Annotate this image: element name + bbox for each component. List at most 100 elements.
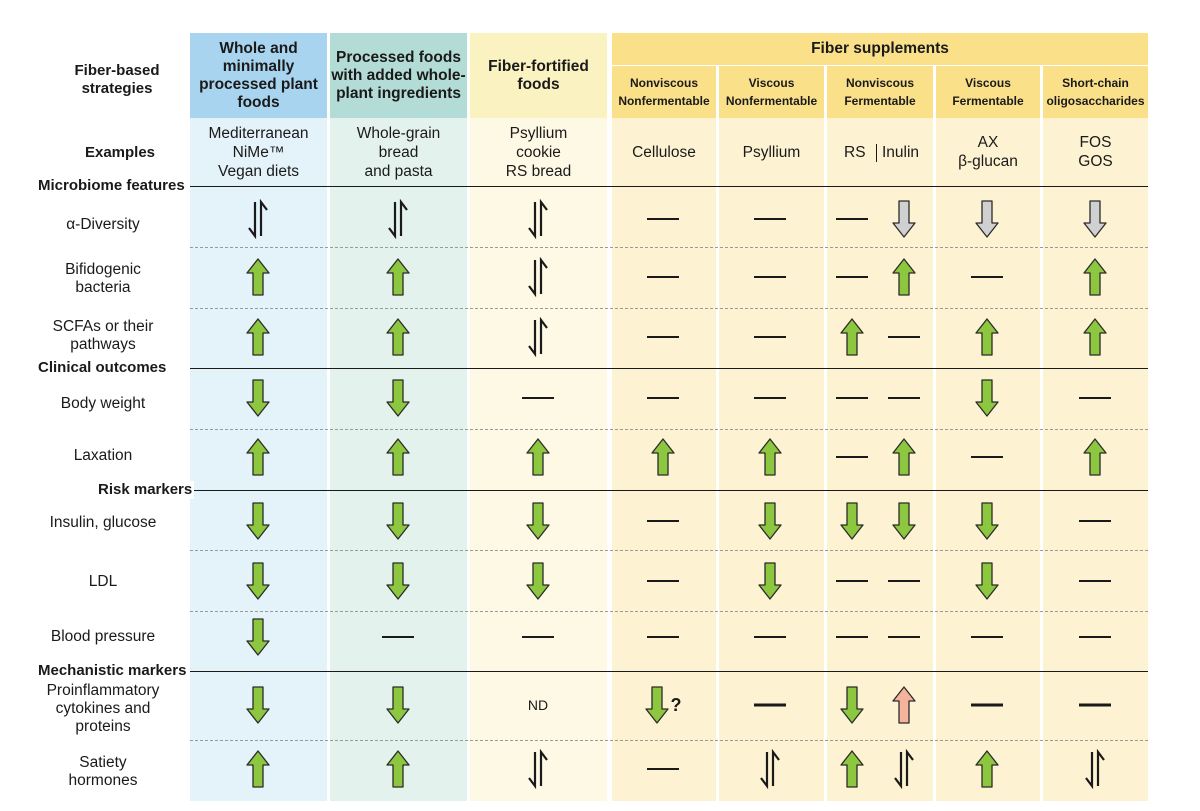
up-arrow-icon [758,438,782,476]
col-whole-bg [190,33,327,801]
effect-cell [508,376,568,420]
effect-cell [1065,376,1125,420]
effect-cell [957,683,1017,727]
down-arrow-icon [526,502,550,540]
no-change-dash [754,218,786,220]
no-change-dash [836,218,868,220]
mixed-arrows-icon [528,257,548,297]
down-arrow-gray-icon [892,200,916,238]
down-arrow-icon [246,618,270,656]
example-nvf-divider [876,144,877,162]
example-vnf: Psyllium [742,143,801,161]
mixed-arrows-icon [760,749,780,789]
down-arrow-icon [386,379,410,417]
header-supplements: Fiber supplements [612,33,1148,65]
no-change-dash [1079,703,1111,707]
row-label-ldl: LDL [88,573,118,590]
up-arrow-icon [975,318,999,356]
no-change-dash [888,636,920,638]
effect-cell [508,747,568,791]
effect-cell [633,197,693,241]
effect-cell [633,747,693,791]
effect-cell [740,747,800,791]
effect-cell [957,376,1017,420]
effect-cell [957,197,1017,241]
no-change-dash [382,636,414,638]
up-arrow-icon [526,438,550,476]
effect-cell [874,747,934,791]
effect-cell [822,435,882,479]
no-change-dash [754,336,786,338]
effect-cell [874,435,934,479]
no-change-dash [971,703,1003,707]
row-divider [190,308,1148,309]
no-change-dash [647,336,679,338]
example-whole: Mediterranean NiMe™ Vegan diets [208,124,309,180]
effect-cell [874,559,934,603]
effect-cell [633,255,693,299]
down-arrow-icon [386,562,410,600]
no-change-dash [647,580,679,582]
effect-cell [957,615,1017,659]
down-arrow-icon [975,562,999,600]
mixed-arrows-icon [388,199,408,239]
effect-cell [1065,435,1125,479]
effect-cell [368,615,428,659]
section-microbiome: Microbiome features [38,177,187,195]
row-label-blood-pressure: Blood pressure [50,628,156,645]
effect-cell [508,435,568,479]
no-change-dash [647,520,679,522]
subheader-vf: Viscous Fermentable [936,66,1040,118]
row-divider [190,429,1148,430]
effect-cell [957,255,1017,299]
row-label-insulin: Insulin, glucose [49,514,157,531]
effect-cell [957,499,1017,543]
effect-cell [822,747,882,791]
down-arrow-icon [975,502,999,540]
effect-cell [740,255,800,299]
effect-cell [822,683,882,727]
no-change-dash [1079,636,1111,638]
mixed-arrows-icon [248,199,268,239]
up-arrow-icon [246,750,270,788]
no-change-dash [971,276,1003,278]
down-arrow-icon [644,686,669,724]
up-arrow-icon [386,258,410,296]
header-whole: Whole and minimally processed plant food… [190,33,327,118]
no-change-dash [522,636,554,638]
effect-cell [822,559,882,603]
example-nvf-inulin: Inulin [882,144,920,161]
effect-cell [633,559,693,603]
section-line-mechanistic [190,671,1148,672]
effect-cell [740,559,800,603]
no-change-dash [754,703,786,707]
example-nvf-rs: RS [844,144,866,161]
row-divider [190,550,1148,551]
no-change-dash [647,397,679,399]
down-arrow-icon [975,379,999,417]
mixed-arrows-icon [528,317,548,357]
row-divider [190,740,1148,741]
effect-cell [822,255,882,299]
col-processed-bg [330,33,467,801]
effect-cell [633,315,693,359]
not-determined-label: ND [527,697,549,713]
effect-cell [368,499,428,543]
subheader-sco: Short-chain oligosaccharides [1043,66,1148,118]
question-mark: ? [670,694,682,715]
up-arrow-icon [386,318,410,356]
effect-cell [1065,499,1125,543]
effect-cell: ND [508,683,568,727]
down-arrow-icon [386,686,410,724]
effect-cell [228,559,288,603]
effect-cell [228,255,288,299]
effect-cell [822,376,882,420]
effect-cell [1065,255,1125,299]
effect-cell [822,197,882,241]
no-change-dash [836,636,868,638]
effect-cell [1065,615,1125,659]
effect-cell [508,615,568,659]
effect-cell [874,197,934,241]
no-change-dash [836,580,868,582]
up-arrow-salmon-icon [892,686,916,724]
